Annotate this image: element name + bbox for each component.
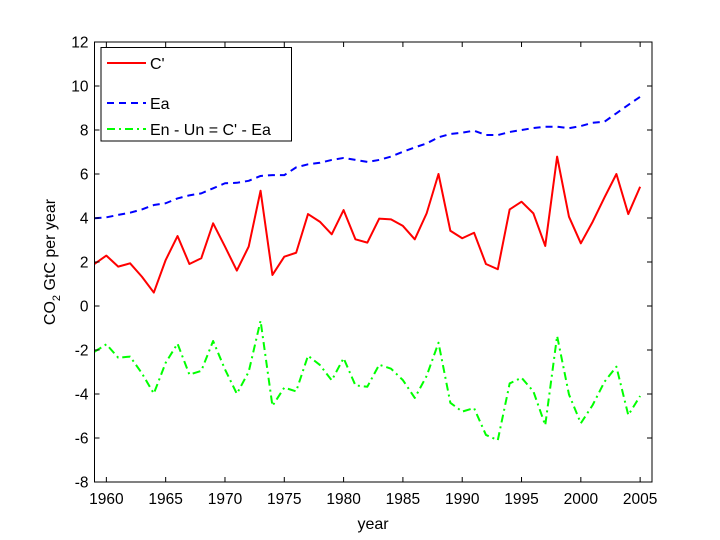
x-tick-label: 1970 xyxy=(208,491,243,508)
legend-label-c-prime: C' xyxy=(150,56,165,73)
series-layer xyxy=(93,95,642,442)
y-tick-label: -6 xyxy=(75,431,89,448)
x-tick-label: 1980 xyxy=(326,491,361,508)
ticks-layer xyxy=(94,41,652,483)
y-tick-label: 4 xyxy=(80,211,89,228)
y-tick-label: 6 xyxy=(80,167,89,184)
y-axis-label: CO2 GtC per year xyxy=(42,198,63,325)
legend: C' Ea En - Un = C' - Ea xyxy=(100,47,292,142)
series-line-c xyxy=(93,155,642,294)
y-tick-label: -8 xyxy=(75,475,89,492)
x-tick-label: 1965 xyxy=(148,491,182,508)
x-tick-label: 1990 xyxy=(445,491,480,508)
y-tick-label: -4 xyxy=(75,387,89,404)
x-tick-label: 1975 xyxy=(267,491,301,508)
y-tick-label: 10 xyxy=(71,79,89,96)
x-tick-label: 1960 xyxy=(89,491,124,508)
y-axis-label-rest: GtC per year xyxy=(42,198,59,295)
x-tick-label: 1985 xyxy=(386,491,420,508)
series-line-ea xyxy=(94,95,641,220)
y-tick-label: 2 xyxy=(80,255,89,272)
x-tick-label: 1995 xyxy=(504,491,538,508)
x-tick-label: 2005 xyxy=(623,491,657,508)
x-tick-labels: 1960 1965 1970 1975 1980 1985 1990 1995 2000 2005 xyxy=(89,491,657,508)
y-tick-label: -2 xyxy=(75,343,89,360)
y-tick-label: 0 xyxy=(80,299,89,316)
x-axis-label: year xyxy=(357,516,389,533)
series-line-en-un-c-ea xyxy=(93,319,641,442)
legend-label-en-un: En - Un = C' - Ea xyxy=(150,122,271,139)
y-axis-label-subscript: 2 xyxy=(51,295,63,301)
y-tick-labels: -8 -6 -4 -2 0 2 4 6 8 10 12 xyxy=(71,35,89,492)
y-tick-label: 12 xyxy=(71,35,88,52)
x-tick-label: 2000 xyxy=(564,491,599,508)
y-axis-label-main: CO xyxy=(42,301,59,325)
y-tick-label: 8 xyxy=(80,123,89,140)
legend-label-ea: Ea xyxy=(150,96,170,113)
